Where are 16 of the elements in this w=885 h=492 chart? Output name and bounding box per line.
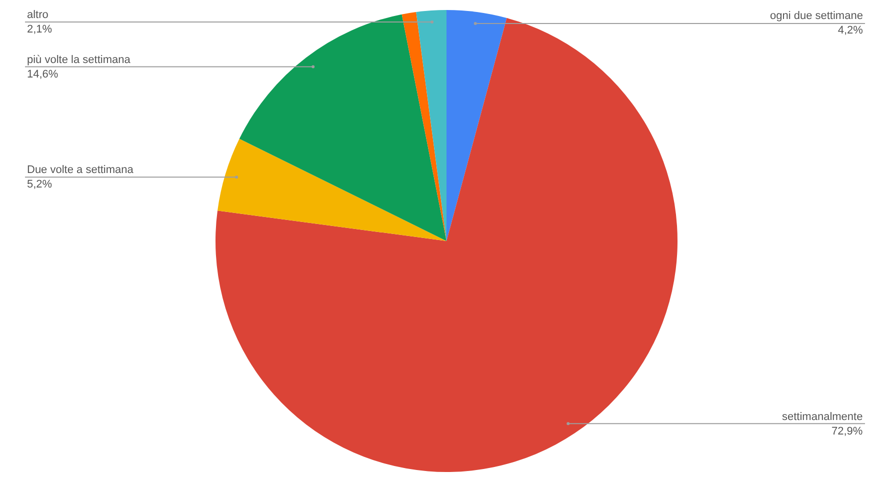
slice-label: più volte la settimana — [27, 54, 132, 66]
pie-slice — [218, 138, 446, 241]
data-label: 14,6% — [27, 68, 58, 80]
pie-slice — [446, 10, 507, 241]
pie-slice — [216, 18, 678, 472]
data-label: 2,1% — [27, 23, 52, 36]
slice-label: settimanalmente — [782, 411, 863, 423]
slice-label: Due volte a settimana — [27, 164, 134, 176]
data-label: 5,2% — [27, 178, 52, 190]
data-label: 4,2% — [838, 24, 864, 36]
pie-slice — [239, 14, 446, 241]
data-label: 72,9% — [832, 425, 863, 438]
pie-slice — [416, 10, 446, 241]
slice-label: ogni due settimane — [770, 10, 863, 22]
pie-slice — [402, 12, 446, 241]
slice-label: altro — [27, 9, 48, 21]
